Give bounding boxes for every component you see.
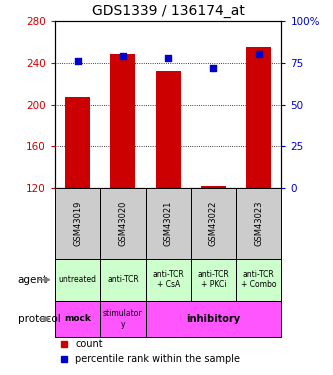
Bar — [55, 259, 100, 300]
Bar — [201, 186, 226, 188]
Text: mock: mock — [64, 315, 91, 324]
Bar — [146, 188, 191, 259]
Bar — [191, 259, 236, 300]
Point — [75, 58, 80, 64]
Title: GDS1339 / 136174_at: GDS1339 / 136174_at — [92, 4, 245, 18]
Bar — [246, 47, 271, 188]
Text: GSM43022: GSM43022 — [209, 201, 218, 246]
Bar — [111, 54, 135, 188]
Bar — [146, 300, 281, 338]
Bar — [65, 97, 90, 188]
Text: anti-TCR: anti-TCR — [107, 275, 139, 284]
Bar — [156, 71, 180, 188]
Bar — [191, 188, 236, 259]
Text: agent: agent — [18, 275, 48, 285]
Bar — [236, 188, 281, 259]
Text: protocol: protocol — [18, 314, 60, 324]
Point — [256, 51, 261, 57]
Text: inhibitory: inhibitory — [186, 314, 240, 324]
Text: untreated: untreated — [59, 275, 97, 284]
Point — [166, 54, 171, 60]
Text: anti-TCR
+ PKCi: anti-TCR + PKCi — [197, 270, 229, 290]
Bar — [55, 188, 100, 259]
Point — [120, 53, 126, 59]
Text: count: count — [75, 339, 103, 349]
Bar — [100, 300, 146, 338]
Text: anti-TCR
+ Combo: anti-TCR + Combo — [241, 270, 276, 290]
Text: GSM43020: GSM43020 — [118, 201, 128, 246]
Text: GSM43021: GSM43021 — [164, 201, 173, 246]
Bar — [236, 259, 281, 300]
Text: anti-TCR
+ CsA: anti-TCR + CsA — [152, 270, 184, 290]
Text: percentile rank within the sample: percentile rank within the sample — [75, 354, 240, 364]
Bar — [100, 259, 146, 300]
Text: stimulator
y: stimulator y — [103, 309, 143, 328]
Point — [211, 64, 216, 70]
Text: GSM43023: GSM43023 — [254, 201, 263, 246]
Bar — [100, 188, 146, 259]
Text: GSM43019: GSM43019 — [73, 201, 82, 246]
Bar — [146, 259, 191, 300]
Bar — [55, 300, 100, 338]
